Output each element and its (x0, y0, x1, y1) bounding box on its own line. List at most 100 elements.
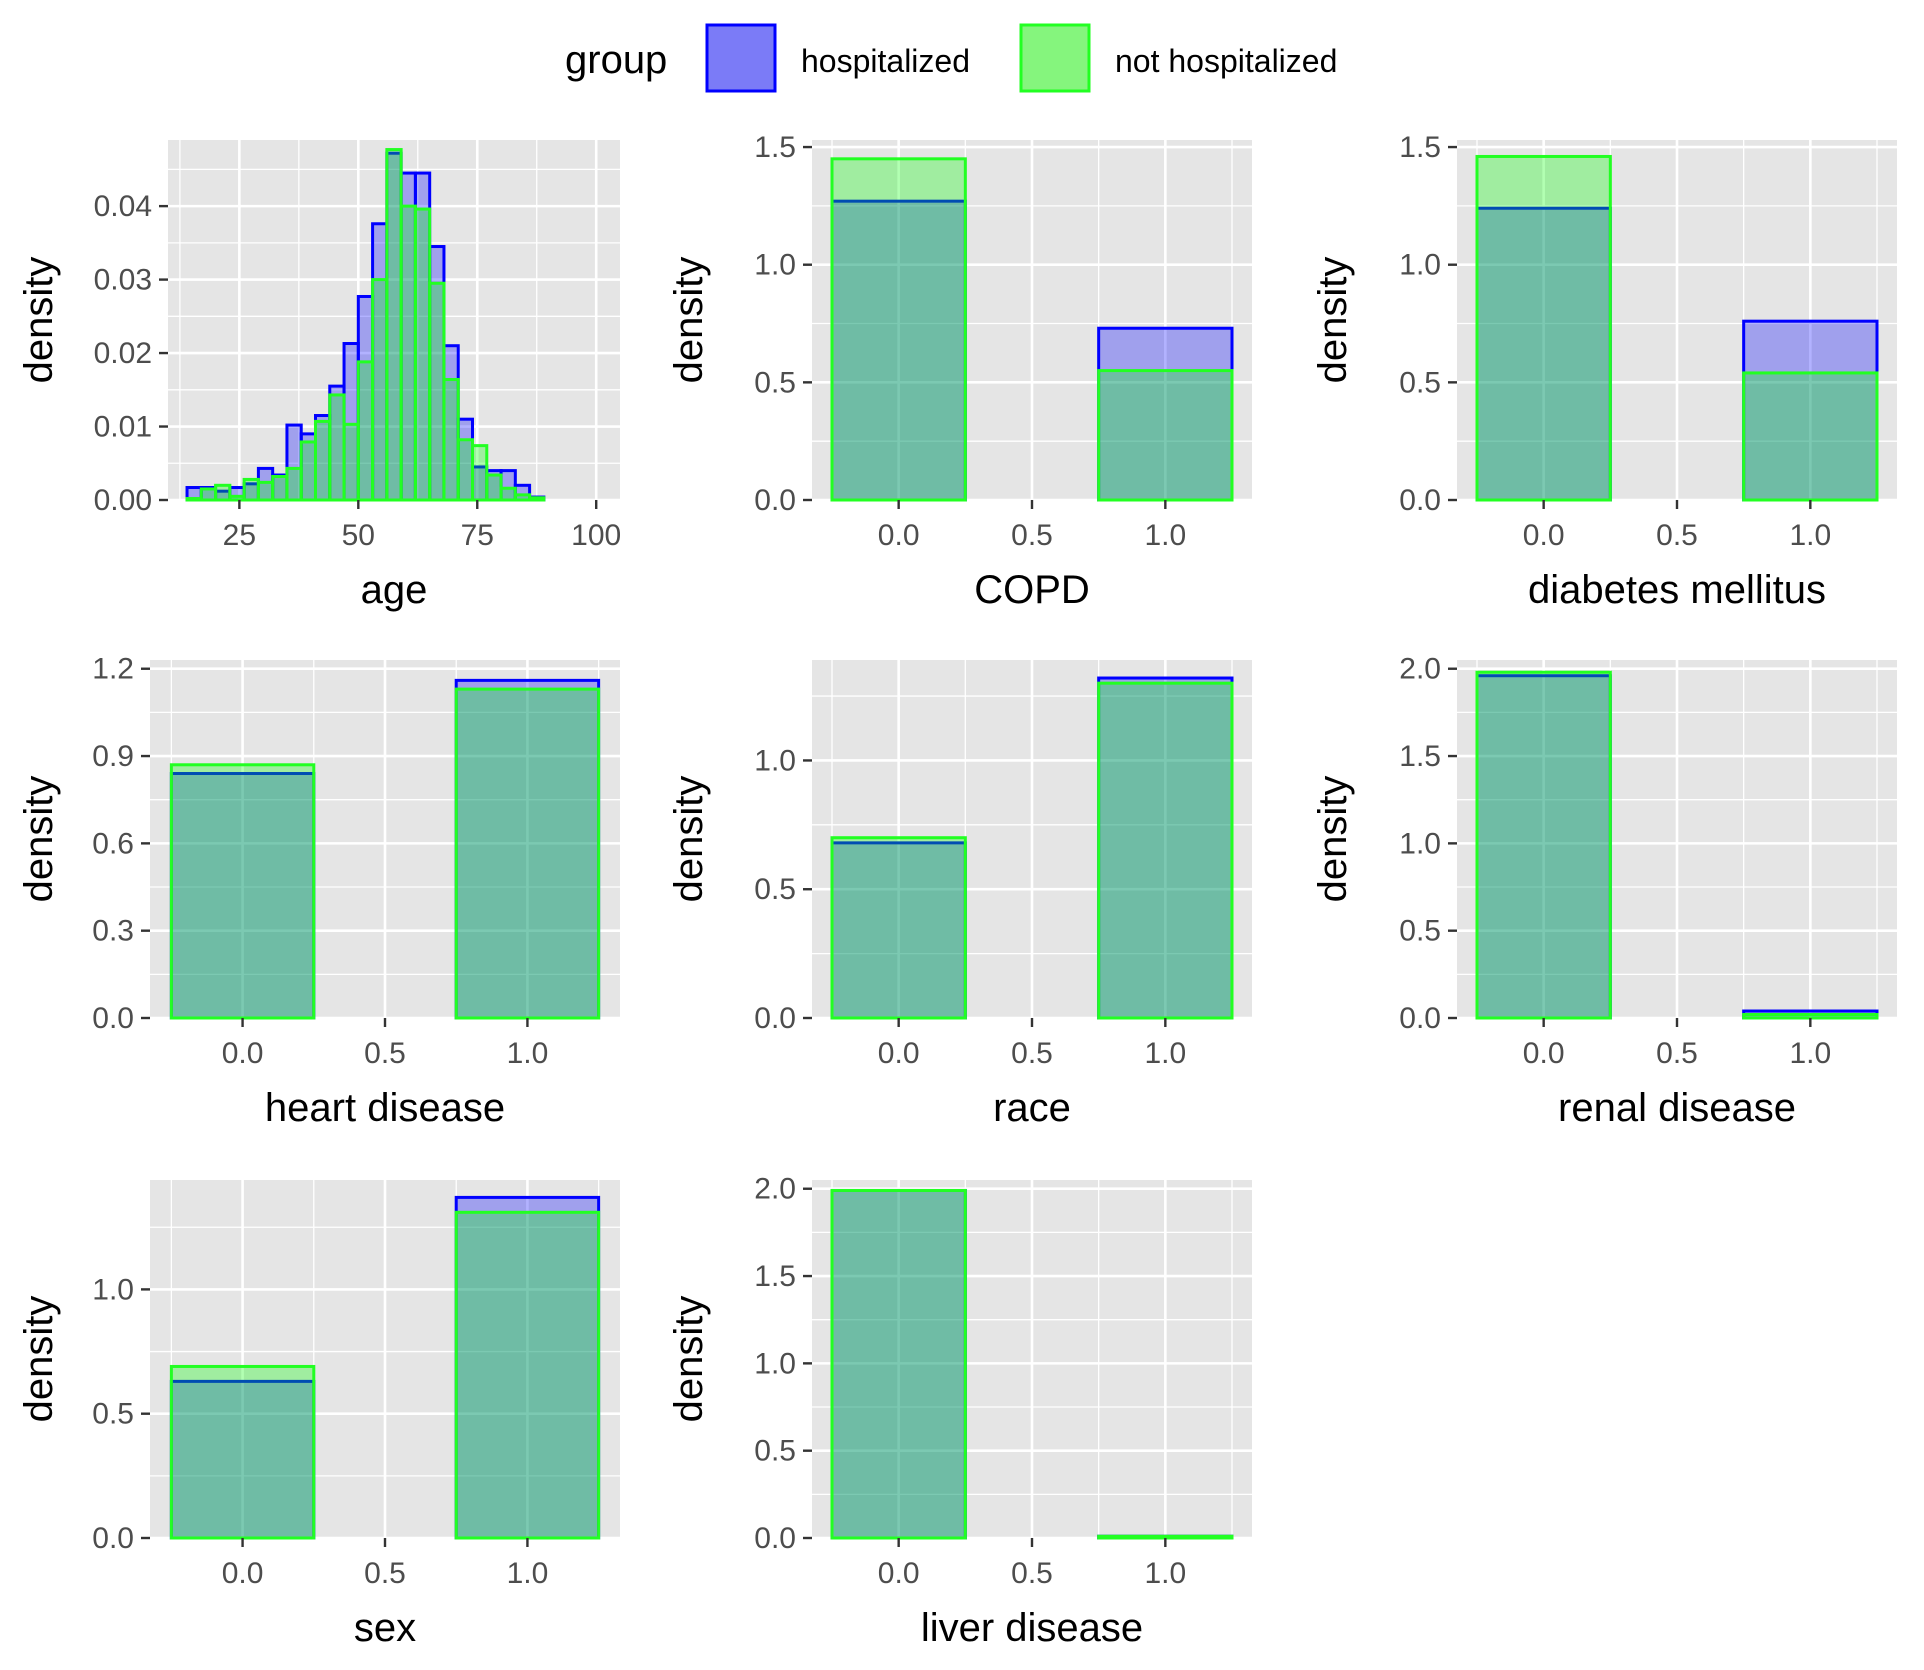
y-tick-label: 0.3 (92, 915, 134, 948)
x-axis-title: sex (354, 1606, 416, 1650)
bar-not-hospitalized (454, 1210, 601, 1540)
panel-background (168, 140, 620, 500)
bar-not-hospitalized (371, 278, 389, 502)
axes: 0.0 0.5 1.0 0.0 0.3 0.6 0.9 1.2 heart disease den… (17, 653, 548, 1130)
bar-not-hospitalized (313, 419, 332, 502)
x-tick-label: 0.5 (364, 1557, 406, 1590)
y-tick-label: 1.0 (754, 1347, 796, 1380)
x-tick-label: 0.0 (222, 1037, 264, 1070)
x-tick-label: 1.0 (507, 1557, 549, 1590)
y-tick-label: 0.0 (92, 1002, 134, 1035)
bar-not-hospitalized (285, 466, 303, 502)
bar-not-hospitalized (513, 493, 532, 502)
panel-diabetes-mellitus: 0.0 0.5 1.0 0.0 0.5 1.0 1.5 diabetes mellitus de… (1311, 131, 1897, 612)
y-tick-label: 2.0 (754, 1173, 796, 1206)
panel-race: 0.0 0.5 1.0 0.0 0.5 1.0 race density (667, 660, 1252, 1130)
axes: 0.0 0.5 1.0 0.0 0.5 1.0 sex density (17, 1273, 548, 1650)
axes: 25 50 75 100 0.00 0.01 0.02 0.03 0.04 age density (17, 190, 621, 612)
bar-not-hospitalized (413, 207, 432, 502)
bar-hospitalized (830, 199, 967, 502)
bar-not-hospitalized (830, 1188, 967, 1540)
y-axis-title: density (17, 776, 61, 903)
bar-not-hospitalized (342, 422, 360, 502)
x-tick-label: 100 (571, 519, 621, 552)
y-axis-title: density (17, 1296, 61, 1423)
bar-not-hospitalized (1742, 1013, 1879, 1020)
x-tick-label: 0.0 (878, 1557, 920, 1590)
axes: 0.0 0.5 1.0 0.0 0.5 1.0 1.5 2.0 liver disease den… (667, 1173, 1186, 1650)
bar-not-hospitalized (385, 148, 403, 502)
bars (830, 676, 1234, 1020)
bar-not-hospitalized (399, 204, 417, 502)
legend: group hospitalized not hospitalized (565, 23, 1337, 93)
legend-key-not-hospitalized (1019, 23, 1091, 93)
x-tick-label: 1.0 (1144, 519, 1186, 552)
bar-not-hospitalized (271, 474, 289, 502)
y-tick-label: 1.5 (1399, 131, 1441, 164)
x-tick-label: 1.0 (1144, 1557, 1186, 1590)
legend-label-hospitalized: hospitalized (801, 43, 970, 79)
bar-hospitalized (830, 1188, 967, 1540)
panel-age: 25 50 75 100 0.00 0.01 0.02 0.03 0.04 age density (17, 140, 621, 612)
bar-not-hospitalized (528, 496, 546, 502)
y-tick-label: 0.0 (754, 1002, 796, 1035)
y-tick-label: 1.5 (754, 131, 796, 164)
y-tick-label: 0.6 (92, 827, 134, 860)
bar-hospitalized (454, 1195, 601, 1540)
x-tick-label: 1.0 (1789, 1037, 1831, 1070)
bar-not-hospitalized (185, 497, 203, 502)
bar-not-hospitalized (1475, 670, 1612, 1020)
panel-heart-disease: 0.0 0.5 1.0 0.0 0.3 0.6 0.9 1.2 heart disease den… (17, 653, 620, 1130)
x-axis-title: renal disease (1558, 1086, 1796, 1130)
axes: 0.0 0.5 1.0 0.0 0.5 1.0 1.5 COPD density (667, 131, 1186, 612)
x-tick-label: 0.0 (1523, 519, 1565, 552)
legend-title: group (565, 38, 667, 82)
legend-key-hospitalized (705, 23, 777, 93)
bar-not-hospitalized (471, 444, 489, 502)
bar-not-hospitalized (442, 378, 460, 502)
bar-not-hospitalized (256, 480, 275, 502)
bar-not-hospitalized (1475, 154, 1612, 502)
panel-liver-disease: 0.0 0.5 1.0 0.0 0.5 1.0 1.5 2.0 liver disease den… (667, 1173, 1252, 1650)
y-tick-label: 0.00 (94, 484, 152, 517)
bar-hospitalized (1742, 319, 1879, 502)
x-tick-label: 0.5 (1656, 519, 1698, 552)
bars (1475, 670, 1879, 1020)
y-tick-label: 0.0 (92, 1522, 134, 1555)
panel-copd: 0.0 0.5 1.0 0.0 0.5 1.0 1.5 COPD density (667, 131, 1252, 612)
y-tick-label: 0.02 (94, 337, 152, 370)
bar-not-hospitalized (1097, 681, 1234, 1020)
x-tick-label: 0.0 (1523, 1037, 1565, 1070)
y-tick-label: 1.0 (754, 249, 796, 282)
y-tick-label: 0.5 (1399, 915, 1441, 948)
bar-not-hospitalized (428, 281, 446, 502)
bar-not-hospitalized (356, 360, 375, 502)
y-tick-label: 0.9 (92, 740, 134, 773)
bar-not-hospitalized (169, 1364, 316, 1540)
y-tick-label: 0.5 (1399, 366, 1441, 399)
bar-hospitalized (1475, 674, 1612, 1020)
panels: 25 50 75 1000.000.010.020.030.04agedensity0… (17, 131, 1897, 1650)
legend-label-not-hospitalized: not hospitalized (1115, 43, 1337, 79)
y-axis-title: density (667, 1296, 711, 1423)
x-axis-title: COPD (974, 568, 1090, 612)
x-axis-title: liver disease (921, 1606, 1143, 1650)
y-tick-label: 0.5 (92, 1398, 134, 1431)
x-tick-label: 0.0 (878, 1037, 920, 1070)
y-tick-label: 2.0 (1399, 653, 1441, 686)
panel-sex: 0.0 0.5 1.0 0.0 0.5 1.0 sex density (17, 1180, 620, 1650)
bar-not-hospitalized (169, 763, 316, 1020)
x-tick-label: 0.0 (222, 1557, 264, 1590)
bar-hospitalized (454, 678, 601, 1020)
bar-not-hospitalized (454, 687, 601, 1020)
bar-not-hospitalized (199, 487, 218, 502)
x-tick-label: 0.5 (1011, 1037, 1053, 1070)
y-tick-label: 0.04 (94, 190, 152, 223)
bars (169, 1195, 601, 1540)
bar-not-hospitalized (1097, 369, 1234, 502)
y-tick-label: 0.5 (754, 873, 796, 906)
y-axis-title: density (17, 257, 61, 384)
y-tick-label: 0.01 (94, 411, 152, 444)
bars (830, 157, 1234, 502)
